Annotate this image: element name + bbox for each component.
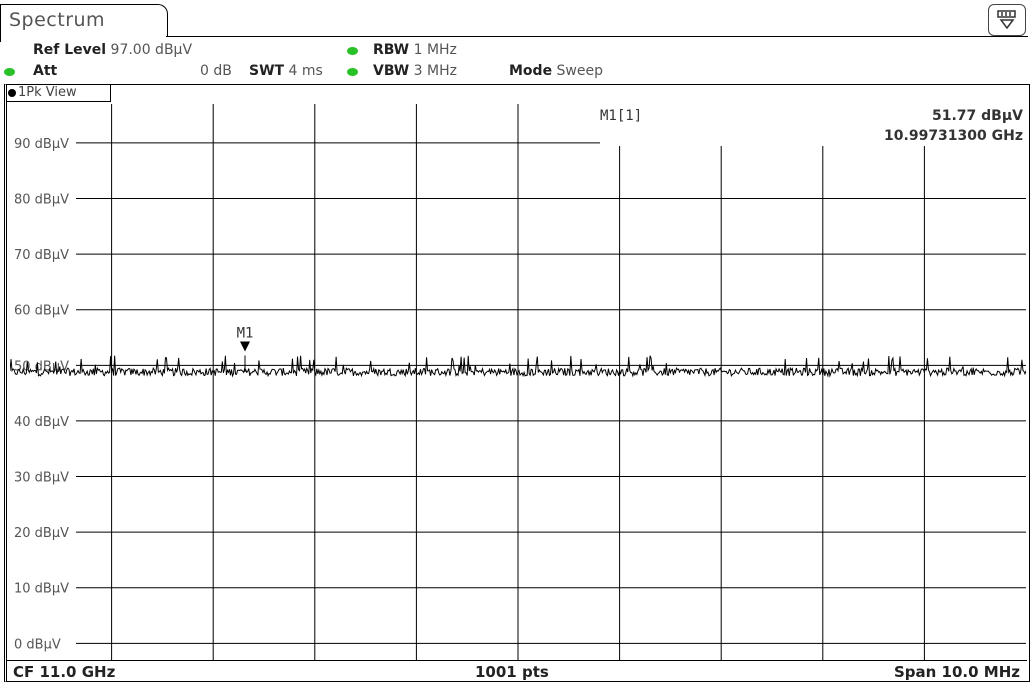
y-tick-label: 30 dBµV [14, 471, 69, 486]
y-tick-label: 60 dBµV [14, 304, 69, 319]
marker-readout-label: M1[1] [600, 108, 642, 124]
y-tick-label: 40 dBµV [14, 415, 69, 430]
spectrum-tab-label: Spectrum [9, 9, 106, 31]
att-status-led [4, 68, 15, 76]
vbw-status-led [347, 68, 358, 76]
marker-triangle-icon [240, 341, 251, 352]
mode-value: Sweep [556, 63, 603, 79]
swt-value: 4 ms [288, 63, 323, 79]
spectrum-trace [10, 355, 1026, 378]
rbw-status-led [347, 47, 358, 55]
y-tick-label: 10 dBµV [14, 582, 69, 597]
y-tick-label: 20 dBµV [14, 526, 69, 541]
ref-level-setting[interactable]: Ref Level 97.00 dBµV [33, 42, 192, 58]
view-label: 1Pk View [18, 85, 77, 100]
mode-setting[interactable]: Mode Sweep [509, 63, 603, 79]
rbw-setting[interactable]: RBW 1 MHz [373, 42, 457, 58]
marker-level-value: 51.77 dBµV [932, 108, 1023, 124]
dropdown-menu-icon [997, 10, 1016, 30]
swt-label: SWT [249, 63, 285, 79]
vbw-label: VBW [373, 63, 410, 79]
marker-m1-label: M1 [237, 325, 254, 341]
plot-grid [76, 104, 1026, 660]
vbw-setting[interactable]: VBW 3 MHz [373, 63, 457, 79]
att-label: Att [33, 63, 58, 79]
spectrum-tab[interactable]: Spectrum [0, 4, 168, 37]
tab-divider-left [0, 36, 1, 42]
y-tick-label: 80 dBµV [14, 193, 69, 208]
tab-divider [166, 36, 1028, 37]
menu-button[interactable] [988, 4, 1026, 36]
y-tick-label: 90 dBµV [14, 137, 69, 152]
ref-level-label: Ref Level [33, 42, 107, 58]
frequency-span: Span 10.0 MHz [893, 663, 1020, 681]
view-tab[interactable]: 1Pk View [7, 85, 111, 102]
mode-label: Mode [509, 63, 553, 79]
swt-setting[interactable]: SWT 4 ms [249, 63, 323, 79]
sweep-points: 1001 pts [475, 663, 549, 681]
marker-frequency-value: 10.99731300 GHz [884, 128, 1023, 144]
center-frequency: CF 11.0 GHz [13, 663, 116, 681]
ref-level-value: 97.00 dBµV [110, 42, 193, 58]
rbw-value: 1 MHz [413, 42, 457, 58]
trace-indicator-icon [8, 89, 16, 97]
vbw-value: 3 MHz [413, 63, 457, 79]
y-tick-label: 70 dBµV [14, 248, 69, 263]
att-setting-label[interactable]: Att [33, 63, 57, 79]
footer-divider [7, 660, 1027, 661]
att-value: 0 dB [200, 63, 232, 79]
marker-readout-background [600, 104, 1026, 146]
rbw-label: RBW [373, 42, 410, 58]
y-tick-label: 0 dBµV [14, 637, 61, 652]
marker-m1: M1 [237, 325, 254, 352]
